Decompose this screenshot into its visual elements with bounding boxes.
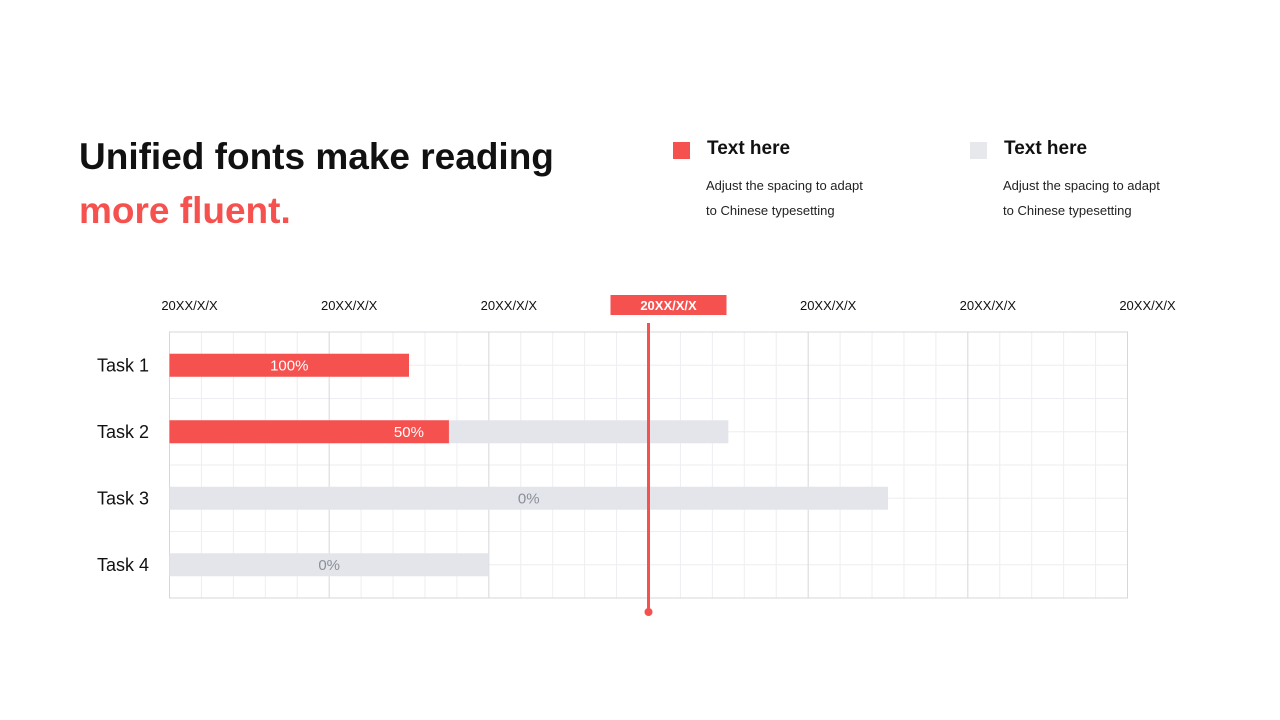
- task-bar-progress: [169, 420, 449, 444]
- task-progress-label: 0%: [318, 557, 340, 574]
- task-bar-track: [169, 553, 489, 577]
- legend-title: Text here: [1004, 138, 1088, 159]
- current-date-marker-dot: [644, 608, 653, 616]
- legend-description-line-2: to Chinese typesetting: [706, 203, 835, 218]
- x-tick-label: 20XX/X/X: [321, 298, 378, 313]
- task-bar-progress: [169, 353, 409, 377]
- current-date-badge: [610, 295, 727, 315]
- legend-description-line-1: Adjust the spacing to adapt: [706, 178, 863, 193]
- legend-title: Text here: [707, 138, 791, 159]
- legend-description-line-2: to Chinese typesetting: [1003, 203, 1132, 218]
- legend-swatch-gray: [970, 142, 987, 159]
- x-tick-label: 20XX/X/X: [800, 298, 857, 313]
- title-line-2-highlight: more fluent.: [79, 190, 291, 231]
- task-bar-track: [169, 486, 888, 510]
- legend-description: Adjust the spacing to adapt to Chinese t…: [706, 173, 863, 223]
- x-tick-label: 20XX/X/X: [1119, 298, 1176, 313]
- legend-description-line-1: Adjust the spacing to adapt: [1003, 178, 1160, 193]
- task-progress-label: 50%: [394, 424, 424, 441]
- task-label: Task 3: [97, 488, 149, 508]
- page-title: Unified fonts make reading more fluent.: [79, 130, 554, 238]
- legend-swatch-red: [673, 142, 690, 159]
- task-label: Task 1: [97, 355, 149, 375]
- x-tick-label: 20XX/X/X: [960, 298, 1017, 313]
- task-label: Task 2: [97, 422, 149, 442]
- x-tick-label-current: 20XX/X/X: [640, 298, 697, 313]
- task-progress-label: 100%: [270, 357, 308, 374]
- x-tick-label: 20XX/X/X: [161, 298, 218, 313]
- title-line-1: Unified fonts make reading: [79, 136, 554, 177]
- task-progress-label: 0%: [518, 490, 540, 507]
- x-tick-label: 20XX/X/X: [481, 298, 538, 313]
- legend-description: Adjust the spacing to adapt to Chinese t…: [1003, 173, 1160, 223]
- task-label: Task 4: [97, 555, 149, 575]
